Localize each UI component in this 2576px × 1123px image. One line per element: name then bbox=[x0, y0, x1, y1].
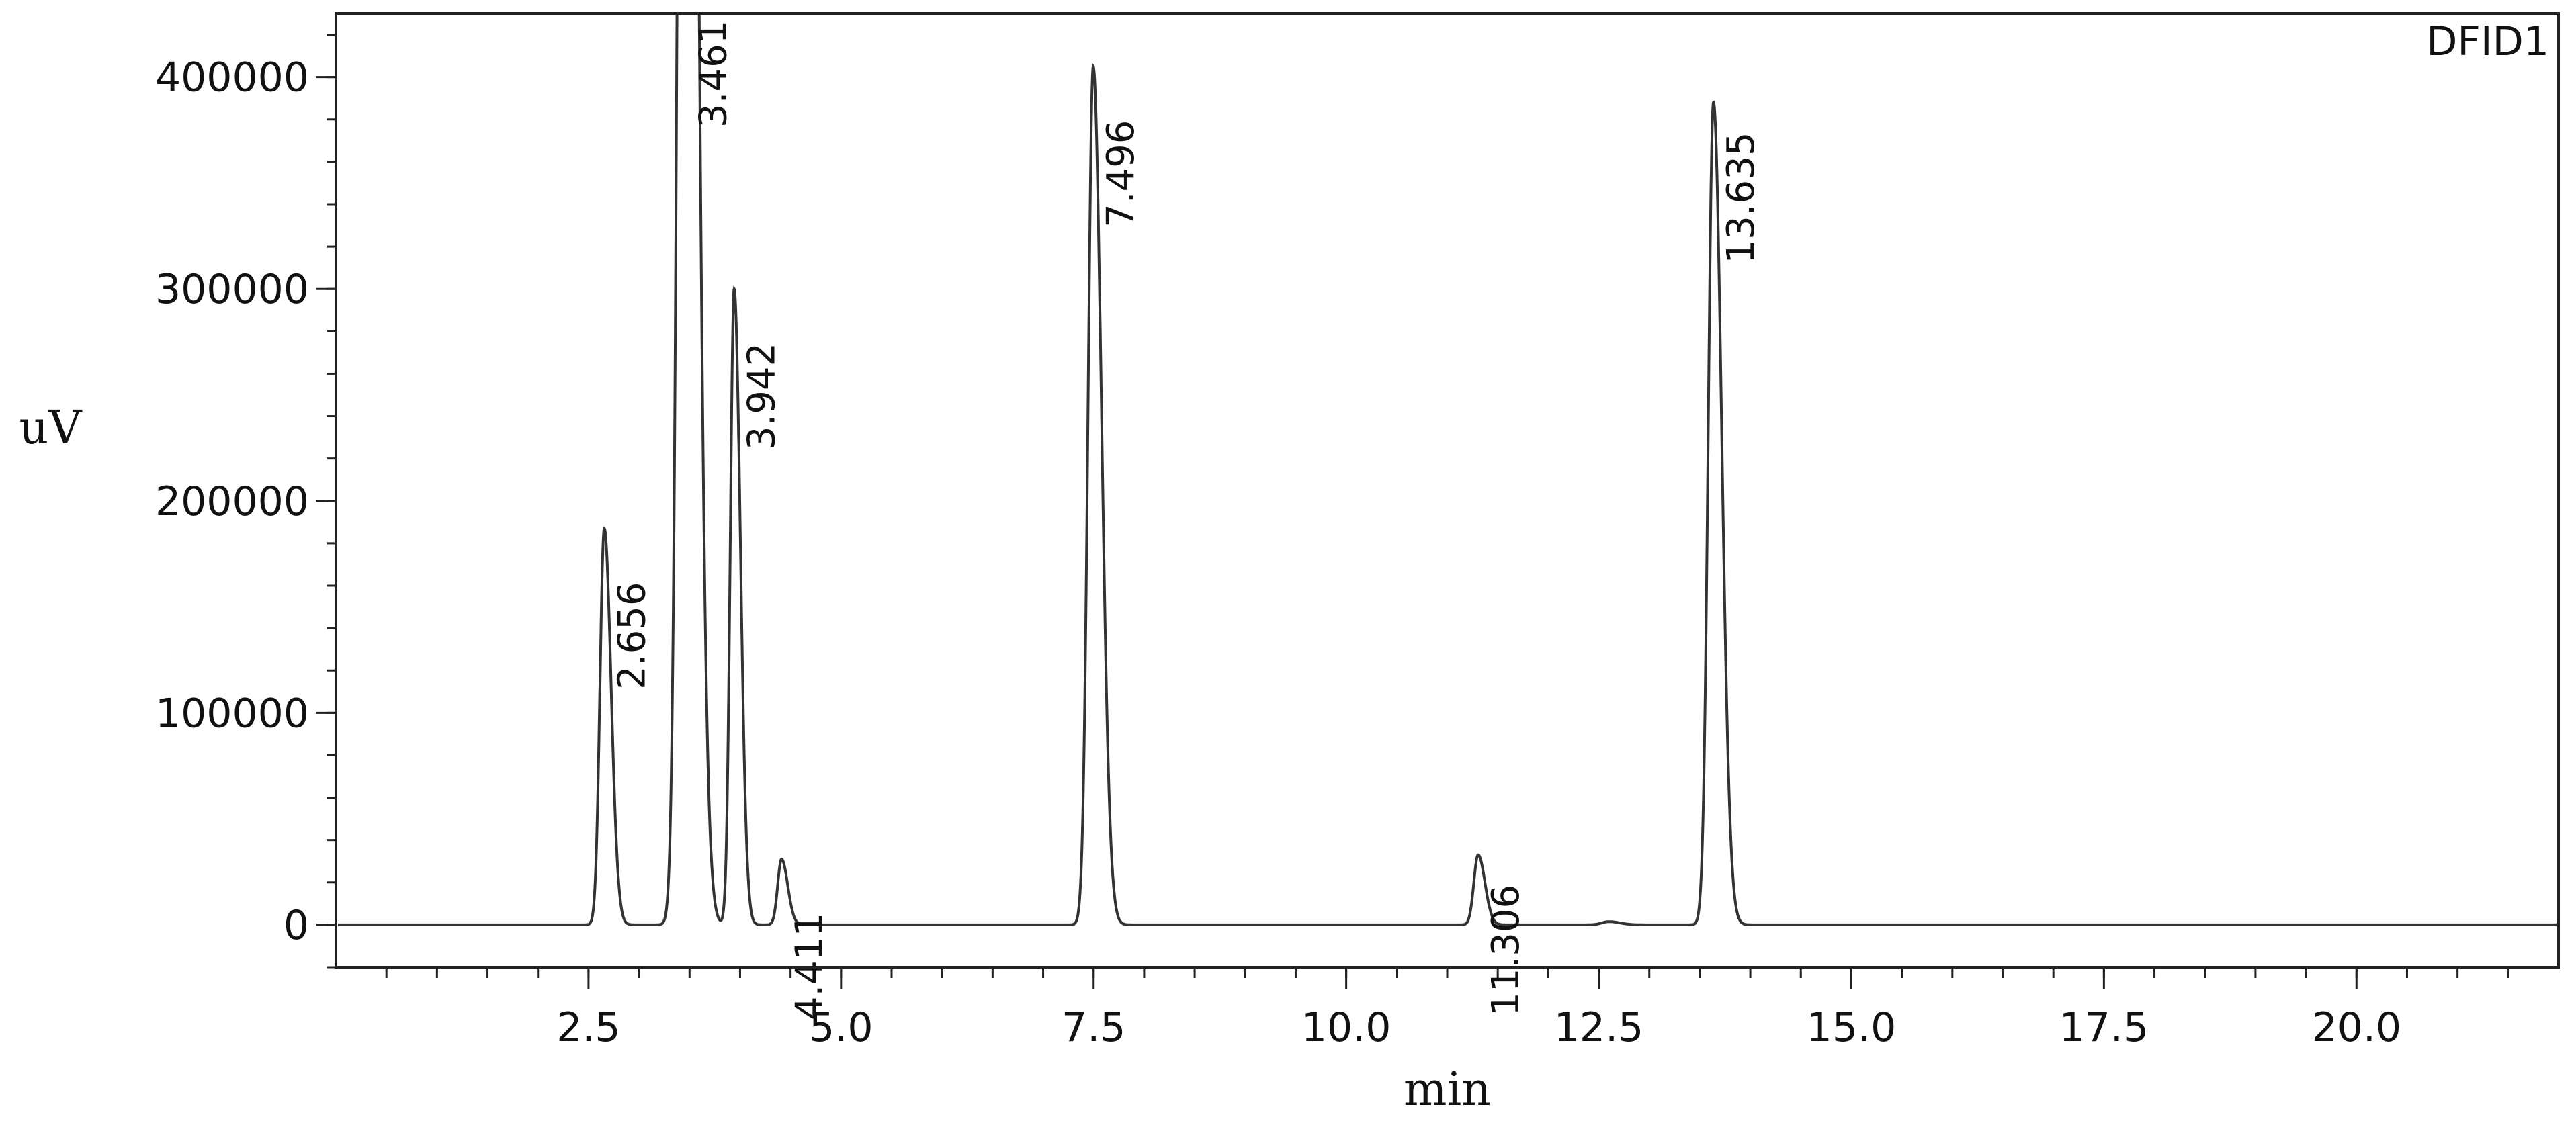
y-axis-ticks: 0 100000 200000 300000 400000 bbox=[155, 34, 336, 969]
x-axis-title: min bbox=[1404, 1063, 1491, 1116]
y-tick-label: 200000 bbox=[155, 478, 309, 525]
x-tick-label: 7.5 bbox=[1062, 1004, 1125, 1051]
y-tick-label: 0 bbox=[284, 902, 309, 949]
peak-label: 3.461 bbox=[691, 20, 735, 128]
y-tick-label: 400000 bbox=[155, 54, 309, 101]
peak-label: 11.306 bbox=[1484, 885, 1528, 1016]
x-axis-ticks: 2.5 5.0 7.5 10.0 12.5 15.0 17.5 20.0 bbox=[385, 967, 2509, 1051]
detector-label: DFID1 bbox=[2426, 18, 2549, 65]
y-tick-label: 300000 bbox=[155, 266, 309, 313]
peak-label: 7.496 bbox=[1099, 120, 1143, 228]
y-axis-title: uV bbox=[19, 402, 83, 455]
x-tick-label: 12.5 bbox=[1554, 1004, 1644, 1051]
peak-label: 2.656 bbox=[610, 582, 654, 690]
y-tick-label: 100000 bbox=[155, 690, 309, 737]
x-tick-label: 20.0 bbox=[2311, 1004, 2401, 1051]
x-tick-label: 17.5 bbox=[2059, 1004, 2149, 1051]
x-tick-label: 10.0 bbox=[1301, 1004, 1391, 1051]
peak-label: 13.635 bbox=[1719, 132, 1763, 264]
plot-frame bbox=[335, 12, 2560, 969]
x-tick-label: 15.0 bbox=[1807, 1004, 1897, 1051]
chromatogram-trace bbox=[338, 12, 2557, 926]
peak-label: 3.942 bbox=[740, 343, 784, 450]
x-tick-label: 2.5 bbox=[556, 1004, 620, 1051]
x-tick-label: 5.0 bbox=[809, 1004, 873, 1051]
